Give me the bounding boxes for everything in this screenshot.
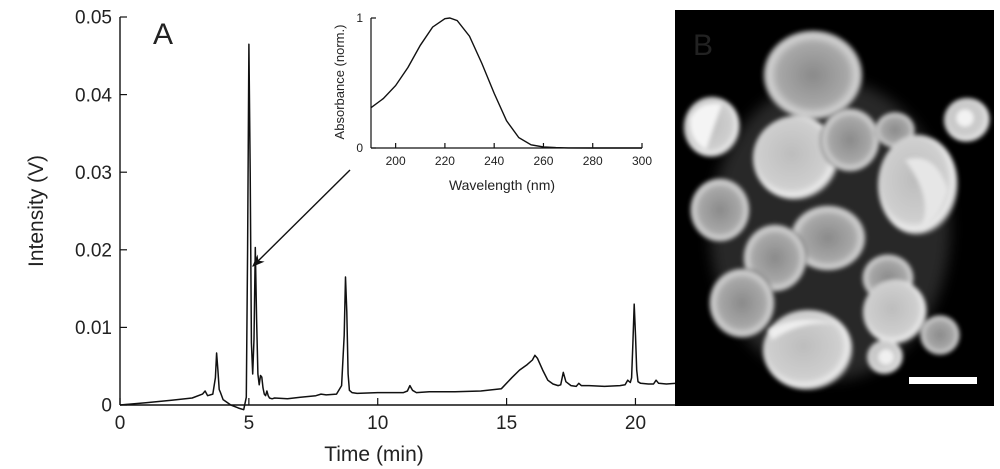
absorbance-series-line bbox=[370, 17, 642, 149]
cell bbox=[763, 30, 863, 120]
cell bbox=[709, 268, 775, 338]
inset-y-ticks: 01 bbox=[356, 11, 376, 155]
annotation-arrow bbox=[252, 169, 351, 267]
x-tick-label: 220 bbox=[435, 154, 455, 168]
y-ticks: 0 0.01 0.02 0.03 0.04 0.05 bbox=[75, 8, 127, 417]
x-tick-label: 15 bbox=[496, 413, 517, 434]
panel-a-label: A bbox=[153, 18, 173, 51]
x-tick-label: 20 bbox=[625, 413, 646, 434]
cell bbox=[753, 116, 839, 200]
cell-highlights bbox=[689, 103, 974, 365]
x-tick-label: 260 bbox=[533, 154, 553, 168]
y-tick-label: 1 bbox=[356, 11, 363, 25]
x-axis-label: Time (min) bbox=[324, 443, 424, 466]
x-tick-label: 280 bbox=[583, 154, 603, 168]
y-axis-label: Intensity (V) bbox=[25, 155, 48, 267]
cell bbox=[790, 205, 866, 271]
y-tick-label: 0 bbox=[101, 396, 112, 417]
chromatogram-series-line bbox=[119, 43, 688, 411]
x-tick-label: 300 bbox=[632, 154, 652, 168]
absorbance-inset: 01 200 220 240 260 280 300 Absorbance (norm.)… bbox=[332, 11, 652, 193]
y-tick-label: 0.03 bbox=[75, 163, 112, 184]
x-ticks: 0 5 10 15 20 bbox=[115, 398, 646, 434]
y-tick-label: 0.02 bbox=[75, 240, 112, 261]
cell bbox=[820, 108, 880, 172]
y-tick-label: 0.01 bbox=[75, 318, 112, 339]
x-tick-label: 0 bbox=[115, 413, 126, 434]
chromatogram-panel: A 00.010.020.030.040.05 0 5 10 15 20 Intensi… bbox=[25, 8, 688, 466]
y-tick-label: 0.05 bbox=[75, 8, 112, 29]
inset-x-axis-label: Wavelength (nm) bbox=[449, 177, 555, 193]
y-tick-label: 0.04 bbox=[75, 85, 112, 106]
y-tick-label: 0 bbox=[356, 141, 363, 155]
cell bbox=[690, 178, 750, 242]
x-tick-label: 200 bbox=[386, 154, 406, 168]
x-tick-label: 5 bbox=[244, 413, 255, 434]
panel-b-label: B bbox=[693, 29, 713, 62]
inset-x-ticks: 200 220 240 260 280 300 bbox=[386, 143, 652, 168]
cell bbox=[863, 280, 927, 344]
inset-y-axis-label: Absorbance (norm.) bbox=[332, 25, 347, 140]
x-tick-label: 240 bbox=[484, 154, 504, 168]
micrograph-panel: B bbox=[675, 10, 994, 406]
cell bbox=[920, 315, 960, 355]
x-tick-label: 10 bbox=[367, 413, 388, 434]
scale-bar bbox=[909, 377, 977, 384]
